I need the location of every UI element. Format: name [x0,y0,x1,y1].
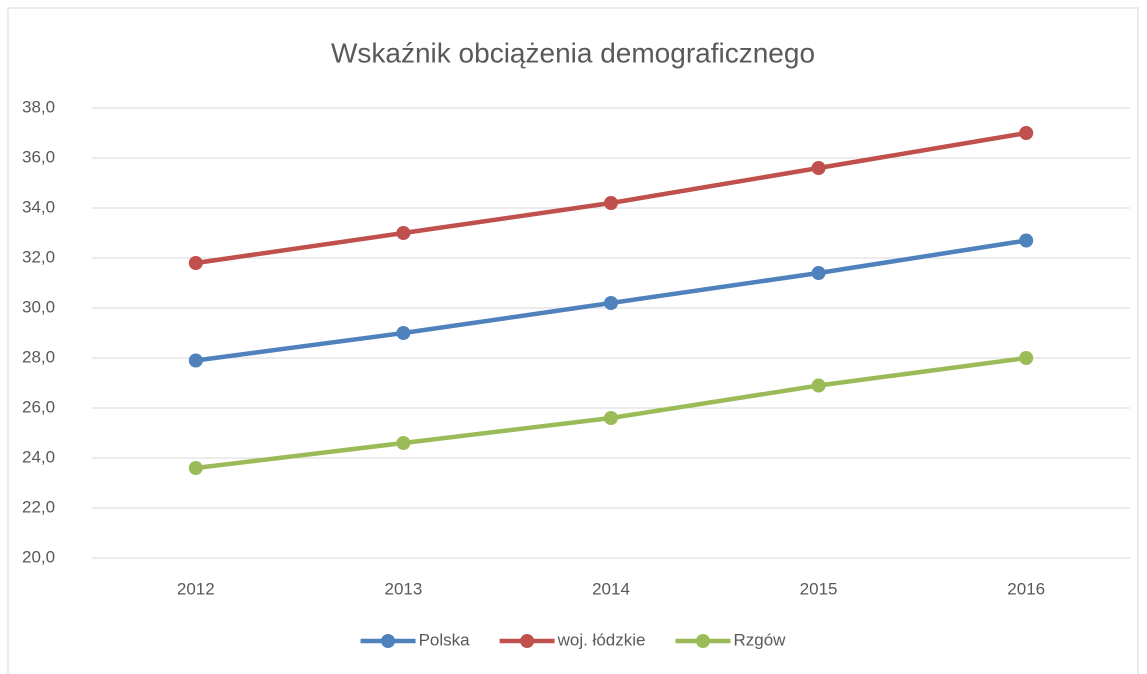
y-tick-label: 22,0 [22,497,55,516]
y-tick-label: 36,0 [22,147,55,166]
legend-marker [520,634,535,648]
point [188,461,203,475]
point [811,161,826,175]
x-tick-label: 2012 [177,579,215,598]
point [396,326,411,340]
legend-label: woj. łódzkie [557,630,646,649]
y-tick-label: 20,0 [22,547,55,566]
point [1019,233,1034,248]
legend-marker [695,634,710,648]
chart-title: Wskaźnik obciążenia demograficznego [331,37,815,68]
point [811,266,826,280]
x-tick-label: 2014 [592,579,630,598]
point [1019,126,1034,140]
y-tick-label: 30,0 [22,297,55,316]
x-tick-label: 2016 [1007,579,1045,598]
y-tick-label: 28,0 [22,347,55,366]
point [396,436,411,450]
point [604,411,618,425]
point [396,226,411,240]
x-tick-label: 2013 [384,579,422,598]
y-tick-label: 32,0 [22,247,55,266]
y-tick-label: 38,0 [22,97,55,116]
point [188,256,203,270]
legend-label: Rzgów [733,630,786,649]
y-tick-label: 24,0 [22,447,55,466]
x-tick-label: 2015 [800,579,838,598]
point [604,196,618,210]
point [811,378,826,393]
point [604,296,618,310]
chart-frame [7,7,1139,674]
y-tick-label: 34,0 [22,197,55,216]
point [1019,351,1034,365]
point [188,353,203,368]
legend-marker [381,634,396,648]
legend-label: Polska [419,630,471,649]
y-tick-label: 26,0 [22,397,55,416]
